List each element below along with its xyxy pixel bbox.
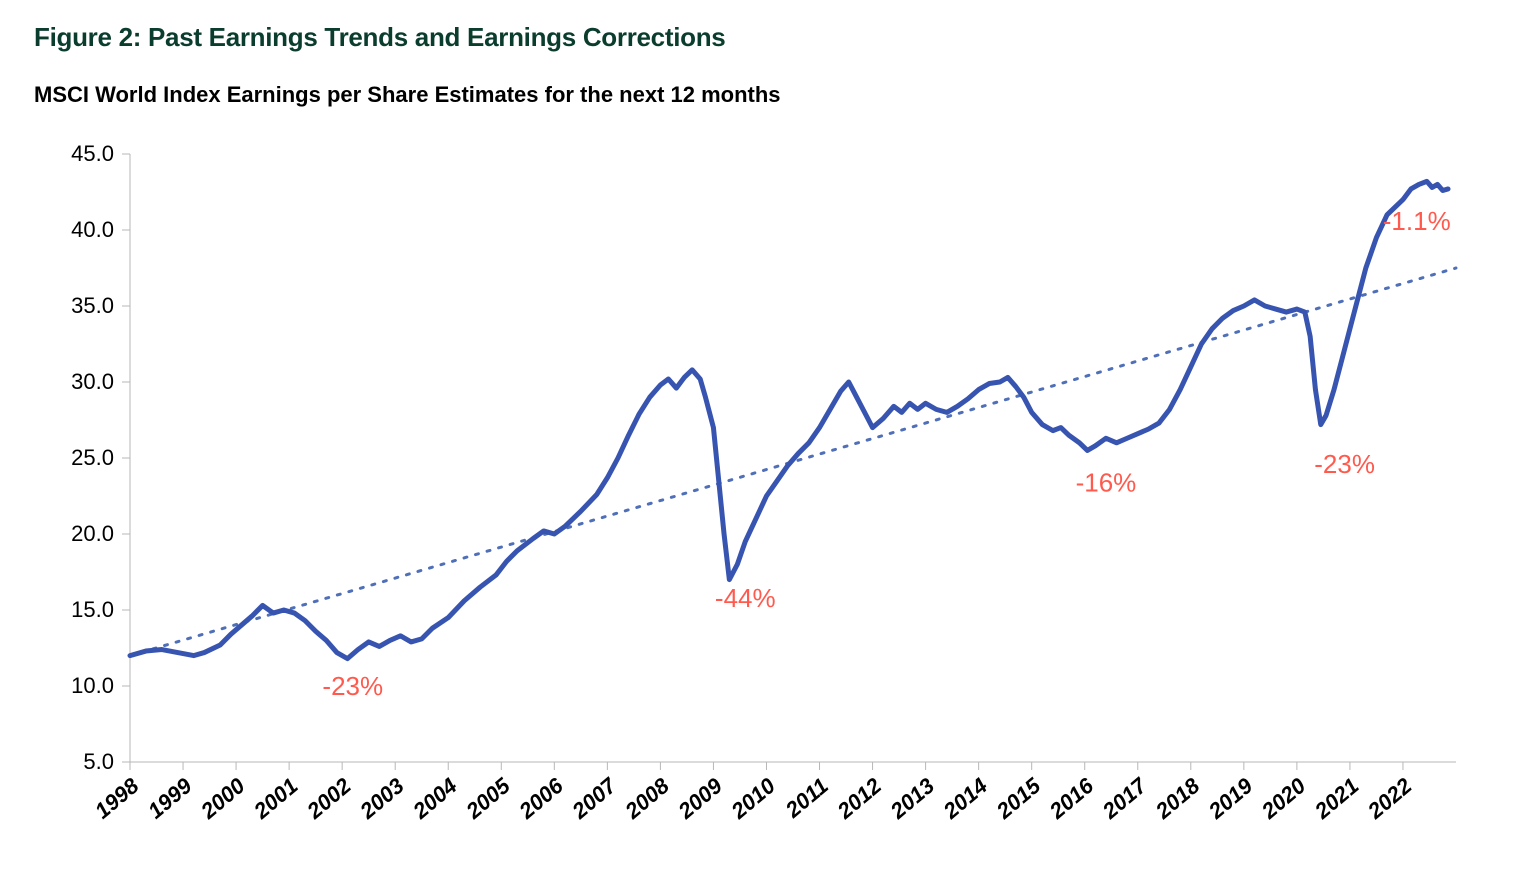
x-tick-label-group: 1999 — [143, 772, 197, 823]
x-tick-label: 2015 — [991, 772, 1046, 824]
x-tick-label: 2012 — [832, 772, 887, 824]
x-tick-label: 2011 — [780, 773, 833, 823]
x-tick-label: 2002 — [301, 772, 356, 824]
x-tick-label: 2008 — [620, 772, 675, 824]
eps-series-line — [130, 181, 1448, 658]
x-tick-label-group: 2000 — [195, 772, 250, 824]
y-tick-label: 5.0 — [83, 749, 114, 774]
x-tick-label: 2007 — [567, 772, 623, 824]
x-tick-label-group: 2019 — [1203, 772, 1258, 824]
y-tick-label: 15.0 — [71, 597, 114, 622]
x-tick-label-group: 2017 — [1097, 772, 1153, 824]
x-tick-label-group: 2011 — [780, 773, 833, 823]
x-tick-label-group: 2001 — [248, 773, 302, 824]
x-tick-label-group: 2007 — [567, 772, 623, 824]
x-tick-label: 2009 — [673, 772, 728, 824]
x-tick-label-group: 2022 — [1362, 772, 1417, 824]
x-tick-label: 2019 — [1203, 772, 1258, 824]
x-tick-label: 2001 — [248, 773, 302, 824]
x-tick-label-group: 2012 — [832, 772, 887, 824]
x-tick-label: 2013 — [885, 773, 939, 824]
x-tick-label: 2017 — [1097, 772, 1153, 824]
x-tick-label: 2005 — [460, 772, 515, 824]
x-tick-label-group: 2002 — [301, 772, 356, 824]
y-tick-label: 45.0 — [71, 141, 114, 166]
x-tick-label-group: 2004 — [407, 773, 461, 824]
x-tick-label: 2018 — [1150, 772, 1205, 824]
correction-annotation: -16% — [1076, 467, 1137, 497]
x-tick-label-group: 2005 — [460, 772, 515, 824]
x-tick-label: 1999 — [143, 772, 197, 823]
y-tick-label: 25.0 — [71, 445, 114, 470]
x-tick-label-group: 2009 — [673, 772, 728, 824]
y-tick-label: 20.0 — [71, 521, 114, 546]
chart-svg: 5.0 10.0 15.0 20.0 25.0 30.0 35.0 40.0 45.0 19981… — [34, 130, 1474, 870]
x-tick-label: 2016 — [1044, 772, 1099, 824]
figure-subtitle: MSCI World Index Earnings per Share Esti… — [34, 82, 781, 108]
x-tick-label-group: 2010 — [726, 772, 781, 824]
x-tick-label: 2022 — [1362, 772, 1417, 824]
x-tick-label-group: 2014 — [938, 773, 992, 824]
y-tick-label: 40.0 — [71, 217, 114, 242]
correction-annotation: -23% — [322, 671, 383, 701]
figure-title: Figure 2: Past Earnings Trends and Earni… — [34, 22, 725, 53]
y-tick-label: 10.0 — [71, 673, 114, 698]
x-tick-label-group: 2020 — [1256, 772, 1311, 824]
x-tick-label: 2006 — [513, 772, 568, 824]
x-tick-label: 2020 — [1256, 772, 1311, 824]
x-tick-label: 2021 — [1309, 773, 1363, 824]
x-tick-label-group: 2013 — [885, 773, 939, 824]
x-tick-label: 2000 — [195, 772, 250, 824]
x-tick-label-group: 2018 — [1150, 772, 1205, 824]
correction-annotation: -44% — [715, 583, 776, 613]
y-tick-label: 30.0 — [71, 369, 114, 394]
x-tick-label-group: 2006 — [513, 772, 568, 824]
x-tick-label: 2014 — [938, 773, 992, 824]
correction-annotation: -1.1% — [1383, 206, 1451, 236]
x-tick-label-group: 2015 — [991, 772, 1046, 824]
x-tick-label-group: 2008 — [620, 772, 675, 824]
x-tick-label: 2010 — [726, 772, 781, 824]
x-tick-label: 2004 — [407, 773, 461, 824]
x-tick-label-group: 2016 — [1044, 772, 1099, 824]
x-tick-label-group: 2003 — [354, 773, 408, 824]
x-tick-label-group: 2021 — [1309, 773, 1363, 824]
x-tick-label-group: 1998 — [90, 772, 144, 823]
y-tick-label: 35.0 — [71, 293, 114, 318]
eps-line-chart: 5.0 10.0 15.0 20.0 25.0 30.0 35.0 40.0 45.0 19981… — [34, 130, 1474, 870]
correction-annotation: -23% — [1314, 449, 1375, 479]
x-tick-label: 1998 — [90, 772, 144, 823]
x-tick-label: 2003 — [354, 773, 408, 824]
